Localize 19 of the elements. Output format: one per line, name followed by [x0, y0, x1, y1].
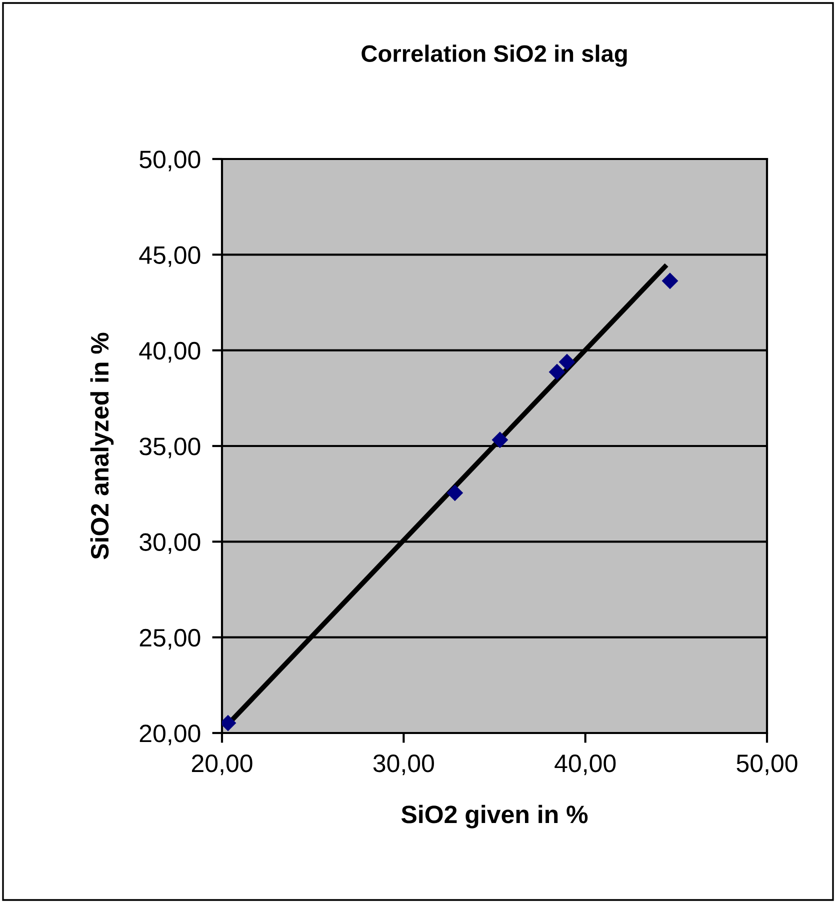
y-tick-label: 35,00	[140, 438, 200, 458]
y-tick-label: 25,00	[140, 628, 200, 650]
y-tick-label: 20,00	[140, 724, 200, 746]
x-tick-label: 50,00	[736, 754, 798, 776]
point	[446, 484, 464, 502]
y-axis-title: SiO2 analyzed in %	[90, 332, 114, 560]
y-tick-label: 45,00	[139, 246, 200, 267]
x-tick-label: 40,00	[554, 754, 616, 776]
chart-title: Correlation SiO2 in slag	[362, 44, 627, 67]
y-tick-label: 40,00	[139, 342, 200, 363]
point	[662, 272, 678, 290]
y-tick-label: 50,00	[140, 150, 200, 172]
x-tick-label: 30,00	[373, 754, 434, 776]
y-tick-label: 30,00	[140, 533, 200, 554]
point	[558, 354, 576, 370]
point	[492, 432, 508, 448]
x-tick-label: 20,00	[192, 754, 252, 776]
point	[548, 364, 566, 380]
x-axis-title: SiO2 given in %	[401, 804, 588, 828]
